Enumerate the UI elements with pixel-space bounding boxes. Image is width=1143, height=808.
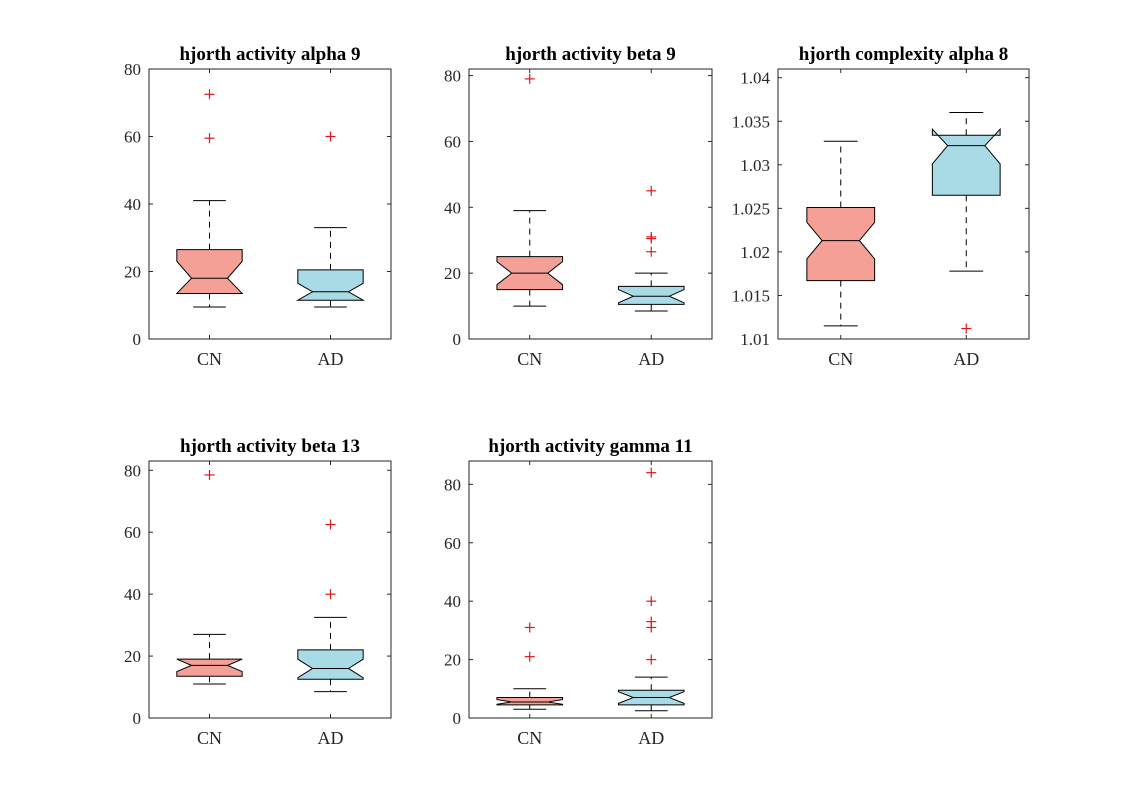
y-tick-label: 40 <box>444 198 461 217</box>
outlier-marker <box>204 133 215 144</box>
y-tick-label: 1.03 <box>740 156 770 175</box>
chart-title: hjorth activity beta 9 <box>505 44 675 65</box>
y-tick-label: 80 <box>124 461 141 480</box>
y-tick-label: 1.035 <box>732 112 770 131</box>
x-category-label-ad: AD <box>318 349 344 369</box>
notched-box <box>295 269 366 301</box>
notched-box <box>175 249 244 294</box>
chart-panel-1: hjorth activity alpha 9 0 20 40 60 80 CN AD <box>124 44 392 369</box>
x-category-label-cn: CN <box>517 728 542 748</box>
y-tick-label: 60 <box>444 534 461 553</box>
y-tick-label: 60 <box>444 132 461 151</box>
outlier-marker <box>646 185 657 196</box>
notched-box <box>496 697 564 706</box>
x-category-label-cn: CN <box>197 349 222 369</box>
y-tick-label: 40 <box>124 585 141 604</box>
y-tick-label: 1.025 <box>732 199 770 218</box>
outlier-marker <box>325 131 336 142</box>
plot-frame <box>468 68 713 340</box>
notched-box <box>931 127 1001 196</box>
y-tick-label: 0 <box>453 330 462 349</box>
outlier-marker <box>204 89 215 100</box>
box-ad <box>297 519 364 693</box>
box-ad <box>931 112 1001 334</box>
x-category-label-ad: AD <box>638 728 664 748</box>
chart-title: hjorth activity beta 13 <box>180 436 360 457</box>
y-tick-label: 1.015 <box>732 286 770 305</box>
y-tick-label: 20 <box>124 263 141 282</box>
notched-box <box>297 649 364 680</box>
y-tick-label: 20 <box>444 264 461 283</box>
plot-frame <box>777 68 1030 340</box>
box-cn <box>496 622 564 710</box>
y-tick-label: 80 <box>124 60 141 79</box>
outlier-marker <box>325 519 336 530</box>
plot-frame <box>468 460 713 719</box>
outlier-marker <box>524 622 535 633</box>
box-ad <box>617 185 685 312</box>
x-category-label-ad: AD <box>638 349 664 369</box>
x-category-label-ad: AD <box>953 349 979 369</box>
chart-title: hjorth complexity alpha 8 <box>799 44 1009 65</box>
box-ad <box>617 467 685 712</box>
y-tick-label: 1.02 <box>740 243 770 262</box>
outlier-marker <box>325 589 336 600</box>
notched-box <box>176 658 243 677</box>
outlier-marker <box>204 469 215 480</box>
chart-panel-5: hjorth activity gamma 11 0 20 40 60 80 CN AD <box>444 436 713 748</box>
notched-box <box>617 285 685 305</box>
y-tick-label: 0 <box>133 330 142 349</box>
chart-panel-2: hjorth activity beta 9 0 20 40 60 80 CN AD <box>444 44 713 369</box>
y-tick-label: 80 <box>444 67 461 86</box>
y-tick-label: 20 <box>444 651 461 670</box>
outlier-marker <box>524 73 535 84</box>
outlier-marker <box>646 246 657 257</box>
chart-panel-3: hjorth complexity alpha 8 1.01 1.015 1.02 1.… <box>732 44 1030 369</box>
outlier-marker <box>524 651 535 662</box>
y-tick-label: 60 <box>124 523 141 542</box>
y-tick-label: 20 <box>124 647 141 666</box>
box-cn <box>176 469 243 685</box>
box-cn <box>175 89 244 308</box>
box-cn <box>496 73 564 307</box>
x-category-label-cn: CN <box>828 349 853 369</box>
outlier-marker <box>646 622 657 633</box>
chart-panel-4: hjorth activity beta 13 0 20 40 60 80 CN AD <box>124 436 392 748</box>
chart-title: hjorth activity gamma 11 <box>488 436 692 457</box>
x-category-label-cn: CN <box>517 349 542 369</box>
x-category-label-ad: AD <box>318 728 344 748</box>
x-category-label-cn: CN <box>197 728 222 748</box>
y-tick-label: 0 <box>133 709 142 728</box>
y-tick-label: 60 <box>124 128 141 147</box>
y-tick-label: 1.04 <box>740 69 770 88</box>
outlier-marker <box>646 467 657 478</box>
y-tick-label: 0 <box>453 709 462 728</box>
outlier-marker <box>646 654 657 665</box>
outlier-marker <box>646 596 657 607</box>
y-tick-label: 80 <box>444 475 461 494</box>
outlier-marker <box>961 323 972 334</box>
outlier-marker <box>646 233 657 244</box>
notched-box <box>806 206 876 282</box>
plot-frame <box>148 460 392 719</box>
chart-title: hjorth activity alpha 9 <box>179 44 360 65</box>
y-tick-label: 40 <box>124 195 141 214</box>
y-tick-label: 1.01 <box>740 330 770 349</box>
y-tick-label: 40 <box>444 592 461 611</box>
box-cn <box>806 140 876 327</box>
box-ad <box>295 131 366 308</box>
